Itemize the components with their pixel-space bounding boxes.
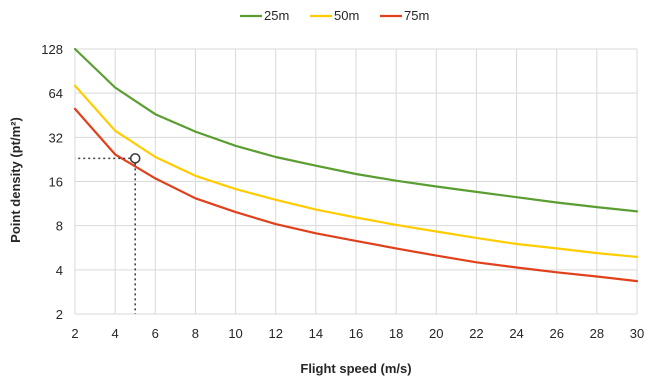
x-tick-label: 20 xyxy=(429,326,443,341)
x-tick-labels: 2 4 6 8 10 12 14 16 18 20 22 24 26 28 30 xyxy=(71,326,644,341)
y-tick-label: 4 xyxy=(56,263,63,278)
grid-lines xyxy=(74,48,638,315)
y-tick-label: 2 xyxy=(56,307,63,322)
x-tick-label: 30 xyxy=(630,326,644,341)
series-line-25m xyxy=(73,47,639,213)
series-lines xyxy=(73,47,639,283)
y-tick-label: 16 xyxy=(49,175,63,190)
series-line-75m xyxy=(73,107,639,283)
x-tick-label: 8 xyxy=(192,326,199,341)
x-tick-label: 26 xyxy=(549,326,563,341)
y-tick-label: 128 xyxy=(41,42,63,57)
y-tick-label: 64 xyxy=(49,86,63,101)
x-tick-label: 6 xyxy=(152,326,159,341)
x-tick-label: 12 xyxy=(268,326,282,341)
y-tick-labels: 2 4 8 16 32 64 128 xyxy=(41,42,63,322)
x-tick-label: 16 xyxy=(349,326,363,341)
x-tick-label: 2 xyxy=(71,326,78,341)
x-tick-label: 14 xyxy=(309,326,323,341)
x-tick-label: 24 xyxy=(509,326,523,341)
x-tick-label: 10 xyxy=(228,326,242,341)
x-tick-label: 28 xyxy=(590,326,604,341)
legend-label-75m: 75m xyxy=(404,8,429,23)
y-tick-label: 8 xyxy=(56,219,63,234)
x-tick-label: 18 xyxy=(389,326,403,341)
x-tick-label: 22 xyxy=(469,326,483,341)
y-tick-label: 32 xyxy=(49,130,63,145)
annotation xyxy=(75,153,141,314)
annotation-marker xyxy=(129,153,141,164)
legend-label-50m: 50m xyxy=(334,8,359,23)
x-axis-title: Flight speed (m/s) xyxy=(300,361,411,376)
legend: 25m 50m 75m xyxy=(240,8,429,23)
series-line-50m xyxy=(73,84,639,258)
y-axis-title: Point density (pt/m²) xyxy=(8,117,23,243)
legend-label-25m: 25m xyxy=(264,8,289,23)
x-tick-label: 4 xyxy=(112,326,119,341)
